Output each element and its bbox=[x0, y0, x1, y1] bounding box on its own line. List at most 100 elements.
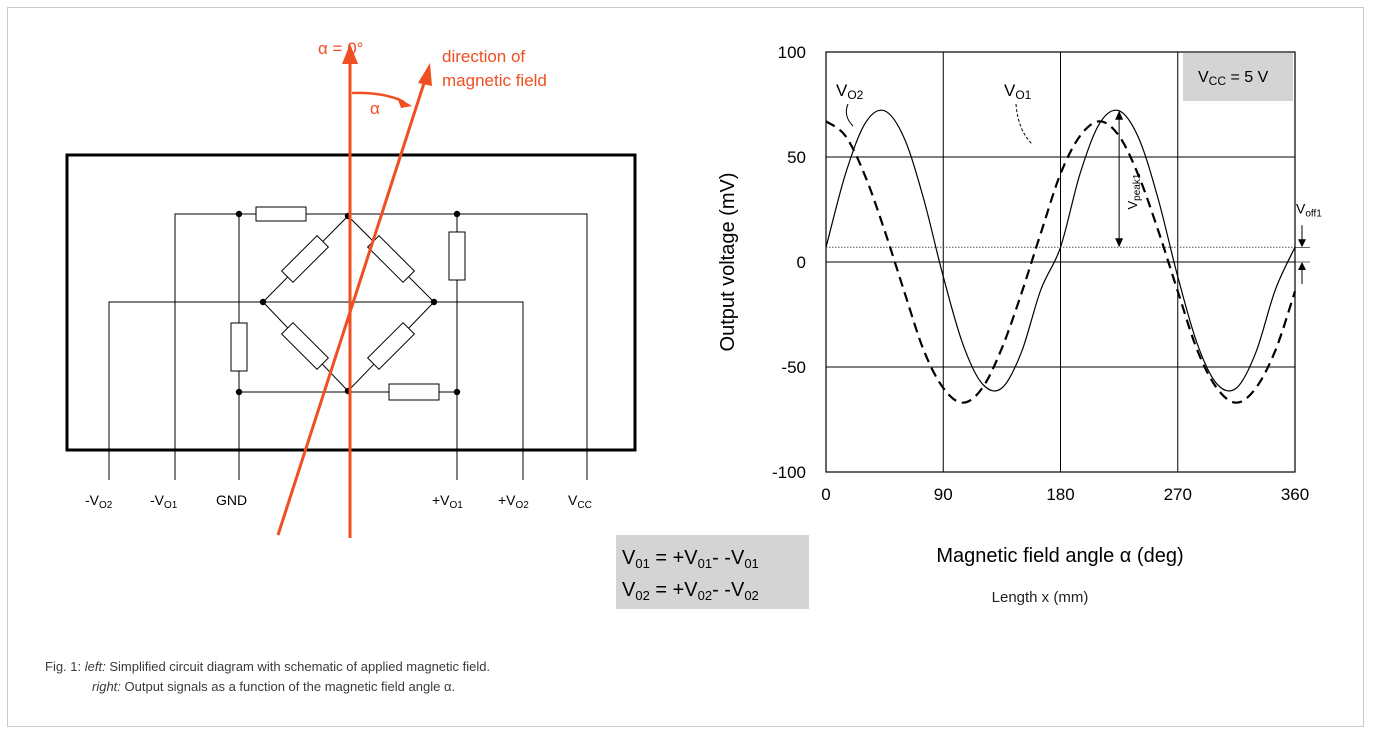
output-voltage-chart: 100500-50-100 0 90 180 270 360 VO2 VO1 VCC =… bbox=[717, 43, 1322, 606]
voff-annotation bbox=[1295, 225, 1310, 284]
wire-vo2 bbox=[109, 302, 523, 480]
data-point-o2-240 bbox=[1138, 137, 1140, 139]
data-point-o2-165 bbox=[1040, 289, 1042, 291]
x-tick-label-180: 180 bbox=[1046, 485, 1074, 504]
alpha-label: α bbox=[370, 99, 380, 118]
data-point-o2-285 bbox=[1196, 343, 1198, 345]
pin-label-vcc: VCC bbox=[568, 492, 592, 511]
data-point-o2-330 bbox=[1255, 352, 1257, 354]
data-point-o1-150 bbox=[1021, 293, 1023, 295]
data-point-o1-195 bbox=[1079, 135, 1081, 137]
data-point-o1-165 bbox=[1040, 232, 1042, 234]
data-point-o2-120 bbox=[982, 383, 984, 385]
data-point-o2-45 bbox=[884, 110, 886, 112]
data-point-o2-90 bbox=[942, 276, 944, 278]
x-axis-subtitle: Length x (mm) bbox=[992, 589, 1089, 606]
data-point-o1-300 bbox=[1216, 387, 1218, 389]
junction-dots bbox=[236, 211, 460, 395]
data-point-o1-75 bbox=[923, 349, 925, 351]
data-point-o2-60 bbox=[903, 137, 905, 139]
caption-prefix: Fig. 1: bbox=[45, 659, 85, 674]
data-point-o2-270 bbox=[1177, 276, 1179, 278]
resistor-bottom bbox=[389, 384, 439, 400]
alpha-arc-arrowhead bbox=[397, 97, 412, 108]
data-point-o1-105 bbox=[962, 402, 964, 404]
x-tick-label-360: 360 bbox=[1281, 485, 1309, 504]
data-point-o2-210 bbox=[1099, 123, 1101, 125]
data-point-o2-150 bbox=[1021, 352, 1023, 354]
caption-text-right: Output signals as a function of the magn… bbox=[121, 679, 455, 694]
caption-line-2: right: Output signals as a function of t… bbox=[45, 677, 490, 697]
data-point-o2-105 bbox=[962, 343, 964, 345]
data-point-o2-135 bbox=[1001, 387, 1003, 389]
data-point-o2-0 bbox=[825, 247, 827, 249]
caption-label-right: right: bbox=[92, 679, 121, 694]
data-point-o1-255 bbox=[1157, 230, 1159, 232]
data-point-o1-120 bbox=[982, 387, 984, 389]
y-tick-label-100: 100 bbox=[778, 43, 806, 62]
y-tick-label-50: 50 bbox=[787, 148, 806, 167]
resistor-bridge-ll bbox=[282, 323, 329, 370]
field-direction-arrowhead bbox=[418, 63, 432, 86]
pin-label-vo1-plus: +VO1 bbox=[432, 492, 463, 511]
x-axis-title: Magnetic field angle α (deg) bbox=[936, 545, 1183, 567]
voff-label: Voff1 bbox=[1296, 200, 1322, 219]
data-point-o1-180 bbox=[1060, 173, 1062, 175]
direction-label-line2: magnetic field bbox=[442, 71, 547, 90]
resistor-bridge-ul bbox=[282, 236, 329, 283]
y-tick-label--50: -50 bbox=[781, 358, 806, 377]
data-point-o1-210 bbox=[1099, 121, 1101, 123]
data-point-o1-285 bbox=[1196, 349, 1198, 351]
data-point-o1-0 bbox=[825, 121, 827, 123]
caption-line-1: Fig. 1: left: Simplified circuit diagram… bbox=[45, 657, 490, 677]
data-point-o2-75 bbox=[923, 198, 925, 200]
data-point-o1-60 bbox=[903, 291, 905, 293]
data-point-o1-360 bbox=[1294, 291, 1296, 293]
alpha-zero-label: α = 0° bbox=[318, 39, 363, 58]
data-point-o2-345 bbox=[1275, 289, 1277, 291]
resistor-top bbox=[256, 207, 306, 221]
data-point-o1-330 bbox=[1255, 387, 1257, 389]
resistor-right bbox=[449, 232, 465, 280]
data-point-o2-315 bbox=[1236, 387, 1238, 389]
pin-label-vo2-minus: -VO2 bbox=[85, 492, 113, 511]
resistor-bridge-lr bbox=[368, 323, 415, 370]
data-point-o2-15 bbox=[845, 173, 847, 175]
magnetic-field-overlay bbox=[278, 44, 432, 538]
y-tick-label-0: 0 bbox=[797, 253, 806, 272]
x-tick-labels: 0 90 180 270 360 bbox=[821, 485, 1309, 504]
data-point-o1-345 bbox=[1275, 349, 1277, 351]
data-point-o2-300 bbox=[1216, 383, 1218, 385]
x-tick-label-270: 270 bbox=[1164, 485, 1192, 504]
resistor-left bbox=[231, 323, 247, 371]
data-point-o1-270 bbox=[1177, 291, 1179, 293]
pin-labels: -VO2 -VO1 GND +VO1 +VO2 VCC bbox=[85, 492, 592, 511]
data-point-o2-30 bbox=[864, 123, 866, 125]
x-tick-label-0: 0 bbox=[821, 485, 830, 504]
field-labels: α = 0° direction of magnetic field α bbox=[318, 39, 547, 118]
resistor-bridge-ur bbox=[368, 236, 415, 283]
vcc-label: VCC = 5 V bbox=[1198, 69, 1269, 88]
data-point-o1-135 bbox=[1001, 347, 1003, 349]
y-tick-labels: 100 50 0 -50 -100 bbox=[772, 43, 806, 482]
data-point-o1-45 bbox=[884, 230, 886, 232]
pin-label-gnd: GND bbox=[216, 492, 247, 508]
direction-label-line1: direction of bbox=[442, 47, 525, 66]
data-point-o1-30 bbox=[864, 175, 866, 177]
figure-caption: Fig. 1: left: Simplified circuit diagram… bbox=[45, 657, 490, 697]
equation-box: V01 = +V01- -V01 V02 = +V02- -V02 bbox=[616, 535, 809, 609]
data-point-o1-15 bbox=[845, 135, 847, 137]
pin-label-vo2-plus: +VO2 bbox=[498, 492, 529, 511]
data-point-o1-315 bbox=[1236, 402, 1238, 404]
y-axis-title: Output voltage (mV) bbox=[717, 173, 739, 352]
x-tick-label-90: 90 bbox=[934, 485, 953, 504]
data-point-o1-90 bbox=[942, 387, 944, 389]
data-point-o2-180 bbox=[1060, 247, 1062, 249]
caption-text-left: Simplified circuit diagram with schemati… bbox=[106, 659, 490, 674]
caption-label-left: left: bbox=[85, 659, 106, 674]
data-point-o2-255 bbox=[1157, 198, 1159, 200]
y-tick-label--100: -100 bbox=[772, 463, 806, 482]
pin-label-vo1-minus: -VO1 bbox=[150, 492, 178, 511]
data-point-o2-195 bbox=[1079, 173, 1081, 175]
